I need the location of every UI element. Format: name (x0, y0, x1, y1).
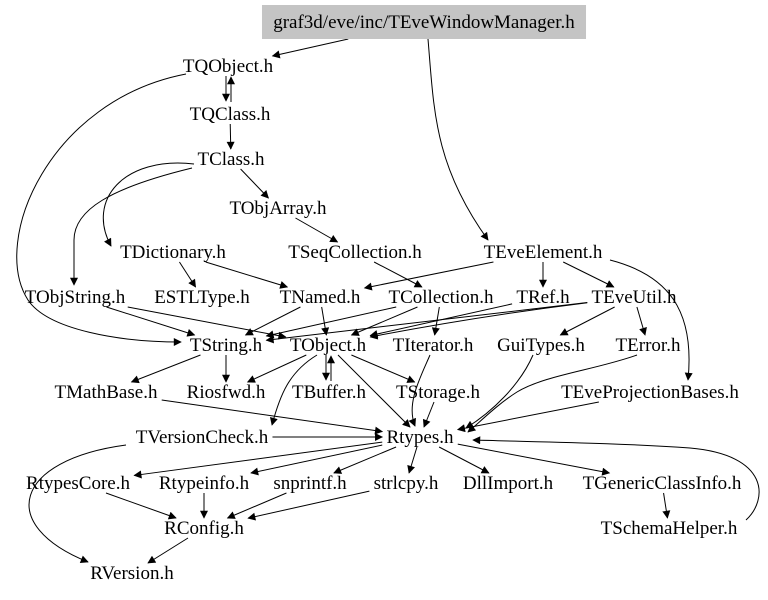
edge-TVersionCheck-to-RVersion (28, 444, 127, 564)
edge-Rtypes-to-snprintf (333, 446, 397, 474)
node-TSchemaHelper[interactable]: TSchemaHelper.h (601, 518, 738, 539)
edge-Rtypes-to-strlcpy (407, 446, 418, 474)
edge-TObjString-to-TObject (127, 306, 287, 340)
edge-Rtypes-to-RtypesCore (133, 441, 383, 479)
edge-TObjString-to-TString (106, 306, 196, 337)
edge-TEveUtil-to-TError (636, 306, 647, 336)
node-ESTLType[interactable]: ESTLType.h (154, 287, 250, 308)
node-Riosfwd[interactable]: Riosfwd.h (187, 382, 266, 403)
edge-Rtypes-to-DllImport (438, 446, 490, 474)
edge-TGenericClassInfo-to-TSchemaHelper (662, 492, 671, 519)
edge-GuiTypes-to-Rtypes (465, 354, 534, 429)
node-RtypesCore[interactable]: RtypesCore.h (26, 473, 130, 494)
edge-TEveElement-to-TEveUtil (563, 261, 615, 288)
node-TClass[interactable]: TClass.h (197, 149, 265, 170)
node-TQObject[interactable]: TQObject.h (183, 56, 274, 77)
edge-TIterator-to-Rtypes (408, 354, 431, 427)
edge-TQClass-to-TClass (226, 123, 235, 150)
root-node-box (261, 5, 587, 39)
edge-root-to-TQObject (271, 38, 349, 59)
edge-TCollection-to-TObject (350, 306, 418, 336)
node-TCollection[interactable]: TCollection.h (388, 287, 494, 308)
edge-snprintf-to-RConfig (226, 492, 287, 519)
edge-TClass-to-TObjString (70, 167, 193, 286)
edge-Rtypes-to-Rtypeinfo (250, 444, 383, 476)
edge-TCollection-to-TString (265, 306, 397, 339)
edge-strlcpy-to-RConfig (247, 490, 370, 521)
edge-TObject-to-Riosfwd (246, 354, 307, 383)
edge-TSchemaHelper-to-Rtypes (472, 436, 760, 521)
edge-TDictionary-to-TNamed (205, 261, 289, 289)
node-TSeqCollection[interactable]: TSeqCollection.h (288, 242, 422, 263)
edge-root-to-TEveElement (427, 38, 489, 241)
node-TError[interactable]: TError.h (616, 335, 681, 356)
node-TEveUtil[interactable]: TEveUtil.h (592, 287, 677, 308)
node-strlcpy[interactable]: strlcpy.h (374, 473, 439, 494)
edge-TEveUtil-to-GuiTypes (559, 306, 615, 336)
edge-TDictionary-to-ESTLType (179, 261, 196, 288)
edge-TEveElement-to-TEveProjectionBases (609, 259, 693, 381)
node-TStorage[interactable]: TStorage.h (396, 382, 480, 403)
edge-TEveUtil-to-TObject (369, 302, 588, 340)
node-TNamed[interactable]: TNamed.h (280, 287, 361, 308)
edge-TSeqCollection-to-TCollection (373, 261, 423, 288)
node-TBuffer[interactable]: TBuffer.h (292, 382, 367, 403)
edge-TError-to-Rtypes (467, 354, 638, 433)
edge-TNamed-to-TObject (321, 306, 330, 336)
edge-TClass-to-TObjArray (240, 168, 269, 199)
node-DllImport[interactable]: DllImport.h (463, 473, 554, 494)
edge-TEveUtil-to-TString (265, 302, 588, 344)
edge-RConfig-to-RVersion (147, 537, 189, 564)
node-TObject[interactable]: TObject.h (290, 335, 367, 356)
edge-TEveProjectionBases-to-Rtypes (456, 401, 599, 433)
edge-RtypesCore-to-RConfig (105, 492, 177, 520)
edge-TMathBase-to-Rtypes (161, 399, 384, 435)
edge-TObject-to-Rtypes (337, 354, 411, 428)
node-TDictionary[interactable]: TDictionary.h (120, 242, 226, 263)
node-TGenericClassInfo[interactable]: TGenericClassInfo.h (583, 473, 742, 494)
edge-TClass-to-TDictionary (102, 162, 195, 247)
edges-layer (16, 38, 760, 564)
node-TQClass[interactable]: TQClass.h (190, 104, 271, 125)
node-TString[interactable]: TString.h (190, 335, 263, 356)
node-TVersionCheck[interactable]: TVersionCheck.h (136, 427, 269, 448)
edge-TString-to-TMathBase (130, 354, 201, 384)
node-TEveElement[interactable]: TEveElement.h (484, 242, 603, 263)
edge-TObjArray-to-TSeqCollection (295, 217, 339, 243)
node-TObjString[interactable]: TObjString.h (25, 287, 126, 308)
node-RVersion[interactable]: RVersion.h (90, 563, 174, 584)
node-TRef[interactable]: TRef.h (516, 287, 570, 308)
edge-Rtypes-to-TGenericClassInfo (457, 443, 611, 476)
node-TObjArray[interactable]: TObjArray.h (229, 198, 327, 219)
edge-TStorage-to-Rtypes (422, 401, 435, 428)
node-TMathBase[interactable]: TMathBase.h (55, 382, 158, 403)
node-Rtypes[interactable]: Rtypes.h (386, 427, 454, 448)
nodes-layer: graf3d/eve/inc/TEveWindowManager.h TQObje… (25, 5, 742, 584)
edge-TNamed-to-TString (244, 306, 301, 336)
root-node-label[interactable]: graf3d/eve/inc/TEveWindowManager.h (273, 12, 575, 33)
node-TIterator[interactable]: TIterator.h (393, 335, 474, 356)
node-GuiTypes[interactable]: GuiTypes.h (497, 335, 585, 356)
node-TEveProjectionBases[interactable]: TEveProjectionBases.h (561, 382, 739, 403)
edge-TEveElement-to-TNamed (363, 261, 494, 291)
node-Rtypeinfo[interactable]: Rtypeinfo.h (159, 473, 250, 494)
node-snprintf[interactable]: snprintf.h (273, 473, 347, 494)
node-RConfig[interactable]: RConfig.h (164, 518, 244, 539)
edge-TQObject-to-TString (16, 73, 187, 346)
edge-TObject-to-TStorage (351, 354, 416, 383)
